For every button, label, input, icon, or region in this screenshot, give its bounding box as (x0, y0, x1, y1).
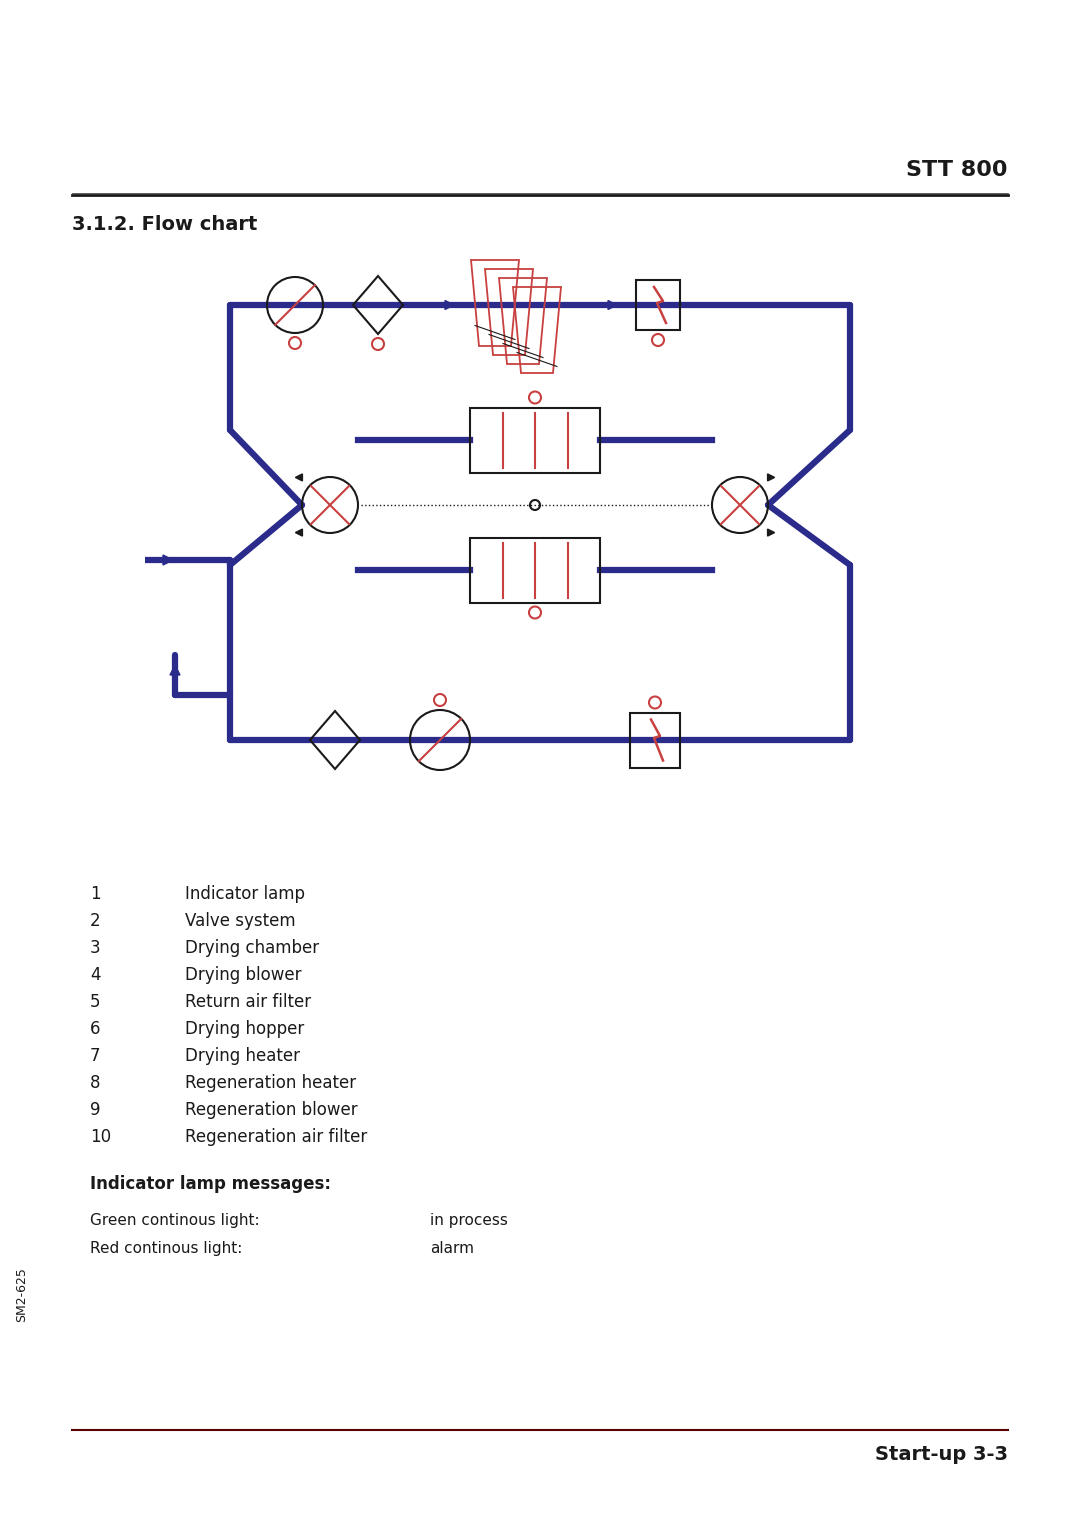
Text: Green continous light:: Green continous light: (90, 1212, 259, 1228)
Polygon shape (170, 665, 180, 676)
Text: Regeneration blower: Regeneration blower (185, 1101, 357, 1119)
Polygon shape (768, 474, 774, 480)
Text: 7: 7 (90, 1048, 100, 1064)
Text: Regeneration air filter: Regeneration air filter (185, 1128, 367, 1145)
Text: Drying hopper: Drying hopper (185, 1020, 305, 1039)
Bar (630, 712, 680, 767)
Text: 9: 9 (90, 1101, 100, 1119)
Bar (636, 281, 680, 329)
Text: 3.1.2. Flow chart: 3.1.2. Flow chart (72, 215, 257, 233)
Bar (470, 407, 600, 473)
Polygon shape (296, 529, 302, 537)
Polygon shape (296, 474, 302, 480)
Text: Indicator lamp: Indicator lamp (185, 884, 305, 903)
Text: Start-up 3-3: Start-up 3-3 (875, 1446, 1008, 1464)
Bar (470, 537, 600, 602)
Polygon shape (608, 300, 617, 310)
Text: Indicator lamp messages:: Indicator lamp messages: (90, 1174, 330, 1193)
Text: Drying heater: Drying heater (185, 1048, 300, 1064)
Polygon shape (445, 300, 454, 310)
Polygon shape (163, 555, 173, 564)
Text: Regeneration heater: Regeneration heater (185, 1074, 356, 1092)
Text: 8: 8 (90, 1074, 100, 1092)
Text: Valve system: Valve system (185, 912, 296, 930)
Text: 3: 3 (90, 939, 100, 958)
Text: 5: 5 (90, 993, 100, 1011)
Text: Red continous light:: Red continous light: (90, 1241, 242, 1257)
Text: STT 800: STT 800 (906, 160, 1008, 180)
Text: alarm: alarm (430, 1241, 474, 1257)
Text: 4: 4 (90, 965, 100, 984)
Text: Return air filter: Return air filter (185, 993, 311, 1011)
Text: 1: 1 (90, 884, 100, 903)
Text: 6: 6 (90, 1020, 100, 1039)
Text: Drying blower: Drying blower (185, 965, 301, 984)
Text: 2: 2 (90, 912, 100, 930)
Text: 10: 10 (90, 1128, 111, 1145)
Text: in process: in process (430, 1212, 508, 1228)
Text: SM2-625: SM2-625 (15, 1267, 28, 1322)
Text: Drying chamber: Drying chamber (185, 939, 319, 958)
Polygon shape (768, 529, 774, 537)
